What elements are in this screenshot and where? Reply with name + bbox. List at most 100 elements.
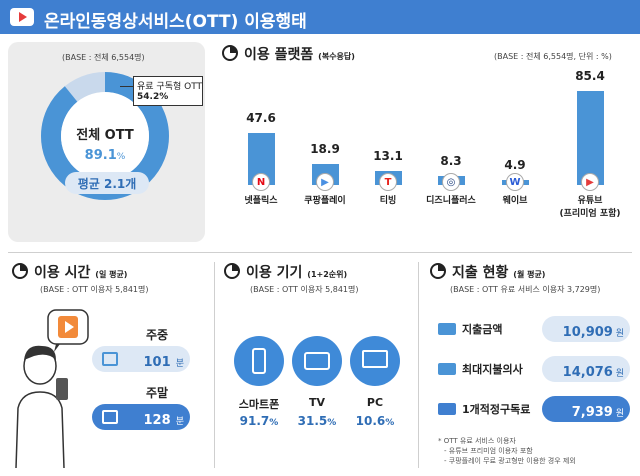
bar-category-note: (프리미엄 포함)	[559, 209, 621, 219]
time-base: (BASE : OTT 이용자 5,841명)	[40, 285, 149, 294]
device-name-0: 스마트폰	[238, 398, 280, 411]
device-value-1: 31.5	[297, 414, 328, 428]
weekday-pill	[92, 346, 190, 372]
device-base: (BASE : OTT 이용자 5,841명)	[250, 285, 359, 294]
divider-horizontal	[8, 252, 632, 253]
weekend-value-wrap: 128 분	[128, 409, 184, 428]
card-icon	[438, 403, 456, 415]
spending-value-0-wrap: 10,909 원	[542, 321, 624, 340]
page-title: 온라인동영상서비스(OTT) 이용행태	[44, 12, 307, 32]
pc-icon	[362, 350, 388, 368]
device-value-2: 10.6	[355, 414, 386, 428]
spending-pill-1	[542, 356, 630, 382]
bar-category-label-2: 티빙	[379, 196, 397, 206]
spending-value-0: 10,909	[562, 325, 613, 340]
header-bar	[0, 0, 640, 34]
device-title: 이용 기기 (1+2순위)	[246, 262, 347, 282]
bar-value-label-3: 8.3	[440, 153, 462, 168]
device-unit: %	[385, 418, 395, 428]
time-title: 이용 시간 (일 평균)	[34, 262, 127, 282]
spending-label-1: 최대지불의사	[462, 363, 523, 376]
spending-title: 지출 현황 (월 평균)	[452, 262, 545, 282]
platform-logo-icon-0: N	[252, 173, 270, 191]
spending-value-1: 14,076	[562, 365, 613, 380]
platform-base: (BASE : 전체 6,554명, 단위 : %)	[494, 52, 612, 61]
calendar-icon	[102, 352, 118, 366]
bar-value-label-5: 85.4	[575, 69, 605, 84]
device-value-1-wrap: 31.5%	[282, 414, 352, 428]
divider-left	[214, 262, 215, 468]
spending-title-text: 지출 현황	[452, 265, 509, 281]
device-unit: %	[327, 418, 337, 428]
pie-chart-icon	[430, 263, 446, 279]
spending-note-0: * OTT 유료 서비스 이용자	[438, 437, 516, 445]
card-icon	[438, 323, 456, 335]
weekend-unit: 분	[175, 417, 184, 427]
callout-value: 54.2%	[137, 92, 169, 102]
spending-unit: 원	[612, 409, 624, 419]
donut-center-title: 전체 OTT	[76, 128, 134, 143]
spending-subtitle: (월 평균)	[513, 270, 546, 279]
smartphone-icon	[252, 348, 266, 374]
pc-icon-circle	[350, 336, 400, 386]
platform-logo-icon-3: ◎	[442, 173, 460, 191]
device-title-text: 이용 기기	[246, 265, 303, 281]
platform-title-text: 이용 플랫폼	[244, 47, 314, 63]
device-subtitle: (1+2순위)	[307, 270, 348, 279]
tv-icon-circle	[292, 336, 342, 386]
spending-label-2: 1개적정구독료	[462, 403, 531, 416]
pie-chart-icon	[12, 263, 28, 279]
overall-base: (BASE : 전체 6,554명)	[62, 53, 145, 62]
platform-logo-icon-4: W	[506, 173, 524, 191]
weekend-pill	[92, 404, 190, 430]
pie-chart-icon	[224, 263, 240, 279]
calendar-icon	[102, 410, 118, 424]
spending-note-2: - 쿠팡플레이 무료 광고형만 이용한 경우 제외	[444, 457, 576, 465]
time-title-text: 이용 시간	[34, 265, 91, 281]
bar-value-label-4: 4.9	[504, 157, 526, 172]
platform-logo-icon-1: ▶	[316, 173, 334, 191]
spending-unit: 원	[612, 329, 624, 339]
spending-value-1-wrap: 14,076 원	[542, 361, 624, 380]
bar-category-label-1: 쿠팡플레이	[304, 196, 346, 206]
card-icon	[438, 363, 456, 375]
device-value-2-wrap: 10.6%	[340, 414, 410, 428]
time-subtitle: (일 평균)	[95, 270, 128, 279]
platform-chart: 47.6 N 넷플릭스 18.9 ▶ 쿠팡플레이 13.1 T 티빙 8.3 ◎ 디즈니플러스 4.9 W…	[210, 60, 640, 250]
spending-pill-0	[542, 316, 630, 342]
bar-value-label-2: 13.1	[373, 148, 403, 163]
bar-category-label-0: 넷플릭스	[244, 196, 278, 206]
bar-5	[577, 91, 604, 185]
weekday-label: 주중	[146, 328, 169, 342]
platform-subtitle: (복수응답)	[318, 52, 355, 61]
callout-box	[133, 76, 203, 106]
callout-line	[120, 86, 134, 87]
device-value-0-wrap: 91.7%	[224, 414, 294, 428]
device-name-2: PC	[366, 396, 384, 409]
weekend-label: 주말	[146, 386, 169, 400]
pie-chart-icon	[222, 45, 238, 61]
weekday-value-wrap: 101 분	[128, 351, 184, 370]
weekday-unit: 분	[175, 359, 184, 369]
platform-title: 이용 플랫폼 (복수응답)	[244, 44, 355, 64]
spending-note-1: - 유튜브 프리미엄 이용자 포함	[444, 447, 533, 455]
divider-right	[418, 262, 419, 468]
bar-value-label-0: 47.6	[246, 110, 276, 125]
bar-category-label-3: 디즈니플러스	[426, 196, 476, 206]
tv-icon	[304, 352, 330, 370]
platform-logo-icon-5: ▶	[581, 173, 599, 191]
center-unit: %	[116, 152, 126, 162]
spending-value-2-wrap: 7,939 원	[542, 401, 624, 420]
smartphone-icon-circle	[234, 336, 284, 386]
spending-base: (BASE : OTT 유료 서비스 이용자 3,729명)	[450, 285, 601, 294]
donut-center-value: 89.1%	[75, 144, 135, 163]
bar-value-label-1: 18.9	[310, 142, 340, 157]
spending-label-0: 지출금액	[462, 323, 503, 336]
play-icon	[10, 8, 34, 26]
callout-label: 유료 구독형 OTT	[137, 82, 203, 92]
weekday-value: 101	[143, 355, 171, 370]
bar-category-label-4: 웨이브	[502, 196, 528, 206]
platform-logo-icon-2: T	[379, 173, 397, 191]
person-phone-illustration	[15, 309, 89, 468]
device-value-0: 91.7	[239, 414, 270, 428]
